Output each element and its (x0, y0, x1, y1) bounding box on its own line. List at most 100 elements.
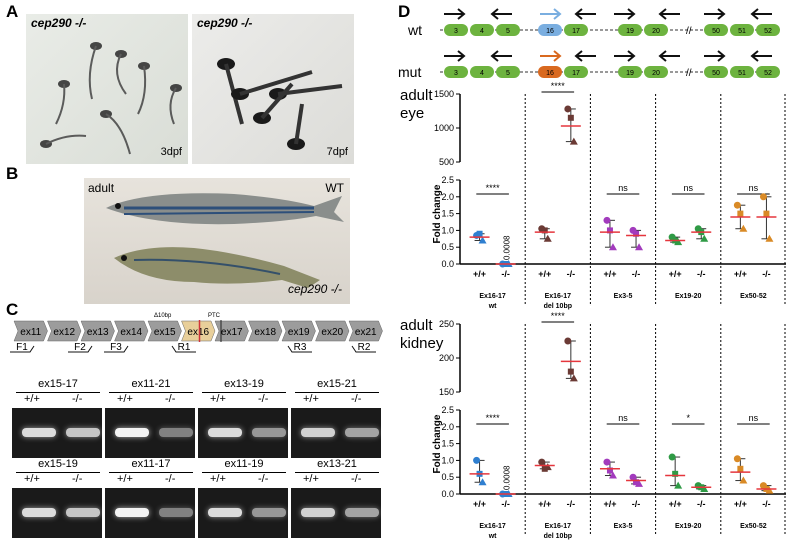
exon-label-ex11: ex11 (20, 327, 41, 338)
sig-label: ns (683, 183, 693, 193)
exon-number-51: 51 (738, 28, 746, 35)
genotype-tick-label: +/+ (734, 269, 747, 279)
gel-band (301, 508, 335, 517)
group-label: Ex50-52 (740, 293, 767, 300)
genotype-wt-label: +/+ (117, 393, 133, 405)
gel-title-underline (16, 392, 100, 393)
data-point (633, 230, 640, 237)
genotype-tick-label: +/+ (669, 269, 682, 279)
larvae-3dpf-genotype: cep290 -/- (31, 16, 87, 30)
group-label: Ex3-5 (614, 523, 633, 530)
gel-band (208, 508, 242, 517)
gel-title-ex11-19: ex11-19 (224, 458, 264, 470)
exon-number-5: 5 (506, 28, 510, 35)
genotype-tick-label: +/+ (473, 499, 486, 509)
panel-a-letter: A (6, 2, 19, 21)
plot-title: adult (400, 87, 433, 104)
exon-box-16 (538, 24, 562, 36)
exon-box-17 (564, 66, 588, 78)
exon-number-52: 52 (764, 70, 772, 77)
exon-box-16 (538, 66, 562, 78)
data-point (541, 227, 548, 234)
primer-arrowhead (574, 8, 583, 20)
primer-arrowhead (717, 50, 726, 62)
group-label: Ex16-17 (545, 293, 572, 300)
primer-label-R2: R2 (358, 342, 371, 353)
sig-label: **** (551, 311, 566, 321)
primer-arrowhead (553, 50, 562, 62)
panel-b-letter: B (6, 164, 19, 183)
data-point (672, 470, 679, 477)
gel-image (105, 488, 195, 538)
exon-ex16 (181, 320, 216, 342)
gel-band (345, 428, 379, 437)
exon-label-ex15: ex15 (154, 327, 176, 338)
exon-number-50: 50 (712, 70, 720, 77)
exon-box-52 (756, 66, 780, 78)
genotype-mut-label: -/- (165, 473, 176, 485)
primer-arrowhead (457, 8, 466, 20)
gel-title-underline (109, 472, 193, 473)
value-annotation: 0.0008 (503, 465, 512, 490)
primer-label-F3: F3 (110, 342, 122, 353)
primer-arrowhead (717, 8, 726, 20)
gel-image (12, 408, 102, 458)
group-label: Ex19-20 (675, 293, 702, 300)
group-label: Ex50-52 (740, 523, 767, 530)
exon-number-5: 5 (506, 70, 510, 77)
y-tick-label: 0.5 (441, 242, 454, 252)
primer-label-F1: F1 (16, 342, 28, 353)
data-point (733, 201, 741, 209)
data-point (606, 467, 613, 474)
panel-d-figure: wt 3 4 5 16 17 19 20 // 50 51 52 mut 3 4 5 16 17 19 20 // 50 5… (398, 8, 786, 540)
gel-band (115, 508, 149, 517)
gel-title-ex15-19: ex15-19 (38, 458, 78, 470)
group-label: Ex16-17 (479, 523, 506, 530)
group-label: Ex3-5 (614, 293, 633, 300)
genotype-tick-label: +/+ (669, 499, 682, 509)
primer-row: F1 F2 F3 R1 R3 R2 (10, 342, 376, 353)
data-point (765, 234, 774, 242)
data-point (629, 473, 637, 481)
data-point (635, 243, 644, 251)
genotype-mut-label: -/- (351, 473, 362, 485)
primer-label-R3: R3 (294, 342, 307, 353)
sig-label: **** (486, 183, 501, 193)
exon-box-51 (730, 24, 754, 36)
exon-number-3: 3 (454, 28, 458, 35)
panel-c-letter: C (6, 300, 19, 319)
genotype-tick-label: -/- (632, 499, 641, 509)
exon-number-52: 52 (764, 28, 772, 35)
genotype-mut-label: -/- (258, 473, 269, 485)
exon-box-20 (644, 66, 668, 78)
genotype-tick-label: +/+ (538, 269, 551, 279)
data-point (606, 227, 613, 234)
exon-box-17 (564, 24, 588, 36)
data-point (473, 456, 481, 464)
primer-arrowhead (574, 50, 583, 62)
exon-number-20: 20 (652, 28, 660, 35)
plot-title: eye (400, 105, 424, 122)
data-point (603, 458, 611, 466)
data-point (543, 463, 552, 471)
exon-ex12 (47, 320, 82, 342)
group-label: Ex16-17 (545, 523, 572, 530)
sig-label: ns (618, 183, 628, 193)
genotype-mut-label: -/- (72, 393, 83, 405)
gel-band (208, 428, 242, 437)
exon-label-ex19: ex19 (288, 327, 310, 338)
genotype-wt-label: +/+ (303, 393, 319, 405)
gel-band (252, 428, 286, 437)
genotype-tick-label: -/- (762, 499, 771, 509)
group-label: del 10bp (544, 533, 572, 540)
exon-ex14 (114, 320, 149, 342)
exon-label-ex20: ex20 (321, 327, 343, 338)
data-point (603, 216, 611, 224)
genotype-tick-label: +/+ (734, 499, 747, 509)
data-point (478, 478, 487, 486)
larvae-7dpf-genotype: cep290 -/- (197, 16, 253, 30)
gel-image (12, 488, 102, 538)
exon-ex20 (315, 320, 350, 342)
gel-title-underline (16, 472, 100, 473)
group-label: Ex19-20 (675, 523, 702, 530)
